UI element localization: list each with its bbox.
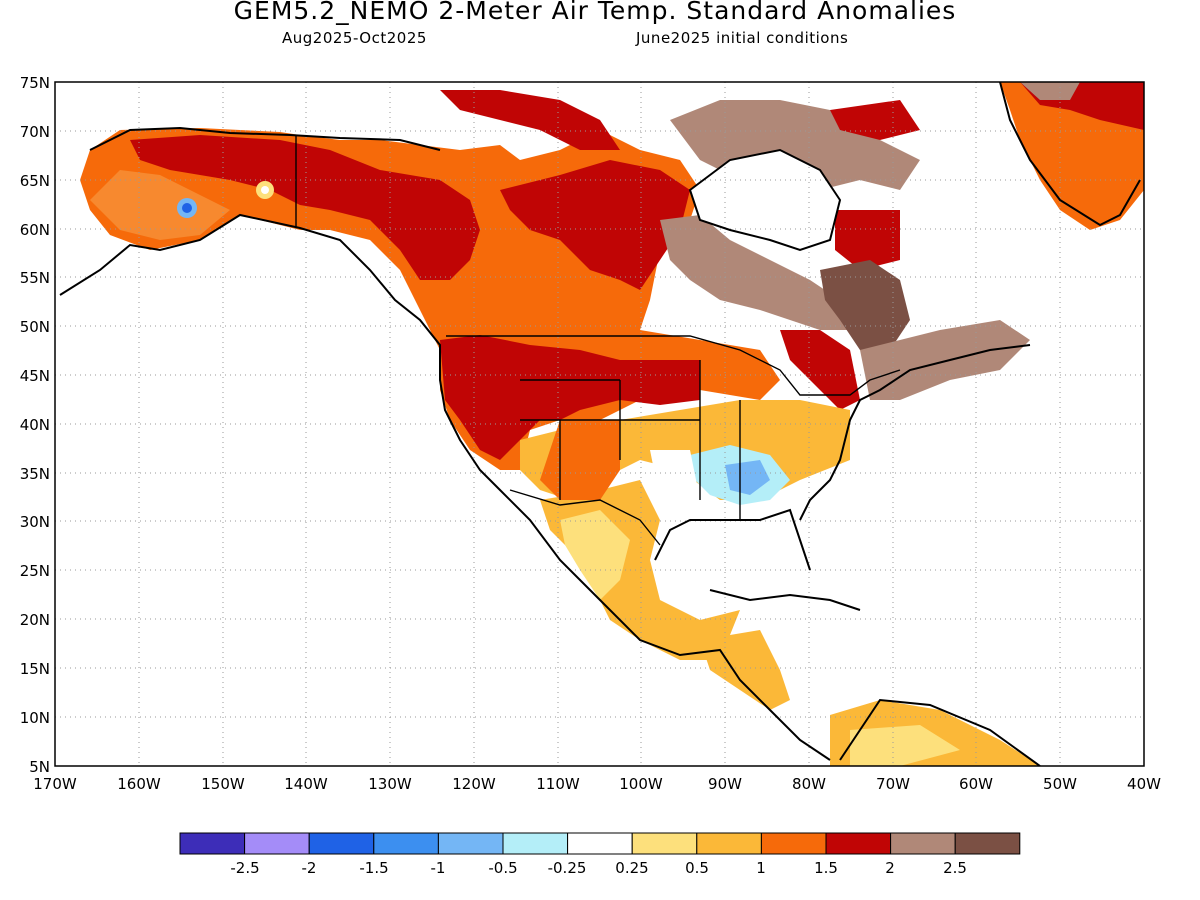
lat-label: 15N — [20, 660, 50, 678]
longitude-labels: 170W 160W 150W 140W 130W 120W 110W 100W … — [33, 775, 1161, 793]
colorbar-swatch — [373, 832, 439, 855]
colorbar-swatch — [890, 832, 956, 855]
colorbar-label: -0.5 — [488, 859, 517, 877]
arctic-red-2 — [830, 100, 920, 140]
canada-dark-red — [500, 160, 690, 290]
colorbar-label: 1.5 — [814, 859, 838, 877]
lat-label: 55N — [20, 269, 50, 287]
latitude-labels: 75N 70N 65N 60N 55N 50N 45N 40N 35N 30N … — [20, 74, 50, 776]
plains-dark-red — [440, 335, 700, 460]
lat-label: 65N — [20, 172, 50, 190]
colorbar-swatch — [760, 832, 827, 855]
labrador-dark-red — [835, 210, 900, 270]
lat-label: 35N — [20, 465, 50, 483]
colorbar-swatch — [631, 832, 698, 855]
lat-label: 25N — [20, 562, 50, 580]
lon-label: 160W — [117, 775, 161, 793]
colorbar-swatch — [567, 832, 633, 855]
ne-dark-red — [780, 330, 860, 410]
lon-label: 150W — [201, 775, 245, 793]
maritimes-brown — [860, 320, 1030, 400]
lat-label: 70N — [20, 123, 50, 141]
map-title: GEM5.2_NEMO 2-Meter Air Temp. Standard A… — [233, 0, 957, 25]
quebec-brown — [660, 215, 850, 330]
nw-dark-red — [130, 135, 480, 280]
colorbar-swatch — [825, 832, 892, 855]
lon-label: 50W — [1043, 775, 1077, 793]
colorbar-label: -1 — [431, 859, 446, 877]
southeast-white — [650, 450, 700, 520]
colorbar-swatch — [308, 832, 375, 855]
lat-label: 30N — [20, 513, 50, 531]
colorbar-label: -0.25 — [548, 859, 587, 877]
central-america — [700, 630, 790, 710]
lon-label: 140W — [284, 775, 328, 793]
colorbar-swatch — [954, 832, 1021, 855]
lat-label: 60N — [20, 221, 50, 239]
arctic-red — [440, 90, 620, 150]
lat-label: 10N — [20, 709, 50, 727]
anomaly-field — [80, 82, 1144, 766]
colorbar-label: 0.25 — [615, 859, 648, 877]
colorbar-label: 1 — [756, 859, 766, 877]
colorbar-swatch — [179, 832, 246, 855]
mexico-light — [560, 510, 630, 600]
lon-label: 120W — [452, 775, 496, 793]
colorbar — [179, 832, 1021, 855]
borders — [295, 135, 901, 546]
lon-label: 70W — [876, 775, 910, 793]
initial-conditions: June2025 initial conditions — [636, 29, 849, 47]
lat-label: 20N — [20, 611, 50, 629]
lat-label: 5N — [29, 758, 50, 776]
forecast-period: Aug2025-Oct2025 — [282, 29, 427, 47]
colorbar-label: -1.5 — [359, 859, 388, 877]
s-america-light — [850, 725, 960, 766]
lon-label: 40W — [1127, 775, 1161, 793]
colorbar-label: 2 — [885, 859, 895, 877]
hudson-bay — [690, 150, 840, 250]
quebec-dark-brown — [820, 260, 910, 350]
lat-label: 40N — [20, 416, 50, 434]
graticule — [55, 82, 1144, 766]
lon-label: 110W — [536, 775, 580, 793]
colorbar-labels: -2.5 -2 -1.5 -1 -0.5 -0.25 0.25 0.5 1 1.… — [230, 859, 967, 877]
colorbar-label: -2.5 — [230, 859, 259, 877]
lon-label: 60W — [959, 775, 993, 793]
colorbar-swatch — [437, 832, 504, 855]
colorbar-label: -2 — [302, 859, 317, 877]
greenland-brown — [1020, 82, 1080, 100]
map-frame — [54, 81, 1145, 767]
lat-label: 50N — [20, 318, 50, 336]
lon-label: 80W — [792, 775, 826, 793]
colorbar-swatch — [696, 832, 762, 855]
lon-label: 130W — [368, 775, 412, 793]
colorbar-label: 2.5 — [943, 859, 967, 877]
colorbar-swatch — [502, 832, 569, 855]
lon-label: 90W — [708, 775, 742, 793]
lon-label: 100W — [619, 775, 663, 793]
lon-label: 170W — [33, 775, 77, 793]
colorbar-swatch — [244, 832, 310, 855]
southeast-cool-core — [725, 460, 770, 495]
lat-label: 45N — [20, 367, 50, 385]
colorbar-label: 0.5 — [685, 859, 709, 877]
alaska-lighter — [90, 170, 230, 240]
lat-label: 75N — [20, 74, 50, 92]
